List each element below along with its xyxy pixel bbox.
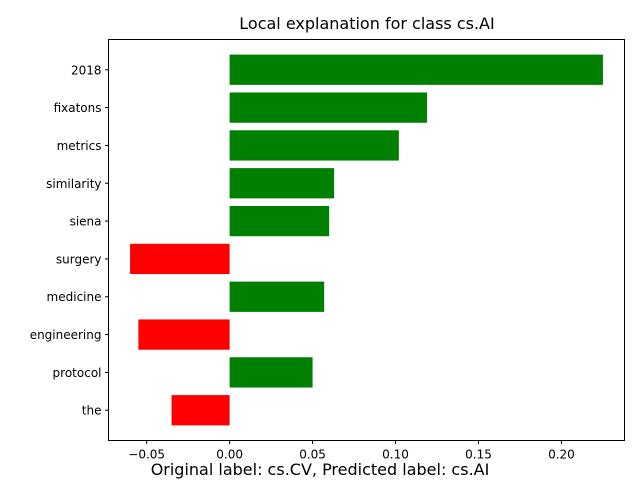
x-tick-label: 0.10	[382, 448, 409, 462]
y-tick-label: medicine	[47, 290, 102, 304]
bar-metrics	[229, 130, 399, 161]
bar-fixatons	[229, 92, 428, 123]
bar-surgery	[130, 243, 230, 275]
caption-label: Original label: cs.CV, Predicted label: …	[151, 460, 490, 479]
y-tick-label: similarity	[46, 177, 101, 191]
y-tick-label: fixatons	[54, 101, 102, 115]
bar-protocol	[229, 357, 313, 388]
x-tick-label: −0.05	[128, 448, 165, 462]
y-axis: 2018 fixatons metrics similarity siena surger…	[30, 63, 109, 418]
y-tick-label: surgery	[56, 252, 102, 266]
x-tick-label: 0.00	[216, 448, 243, 462]
y-tick-label: engineering	[30, 328, 102, 342]
bars-group	[130, 54, 603, 426]
y-tick-label: 2018	[71, 63, 102, 77]
bar-2018	[229, 54, 603, 85]
bar-engineering	[138, 319, 230, 350]
bar-siena	[229, 205, 330, 237]
y-tick-label: metrics	[57, 139, 102, 153]
y-tick-label: siena	[70, 215, 102, 229]
bar-similarity	[229, 168, 335, 199]
x-axis: −0.05 0.00 0.05 0.10 0.15 0.20	[128, 440, 575, 462]
chart-title: Local explanation for class cs.AI	[239, 14, 494, 33]
bar-the	[171, 395, 230, 426]
bar-medicine	[229, 281, 325, 312]
y-tick-label: the	[82, 404, 102, 418]
x-tick-label: 0.05	[299, 448, 326, 462]
x-tick-label: 0.15	[465, 448, 492, 462]
x-tick-label: 0.20	[548, 448, 575, 462]
plot-area-frame	[108, 39, 625, 441]
y-tick-label: protocol	[53, 366, 102, 380]
